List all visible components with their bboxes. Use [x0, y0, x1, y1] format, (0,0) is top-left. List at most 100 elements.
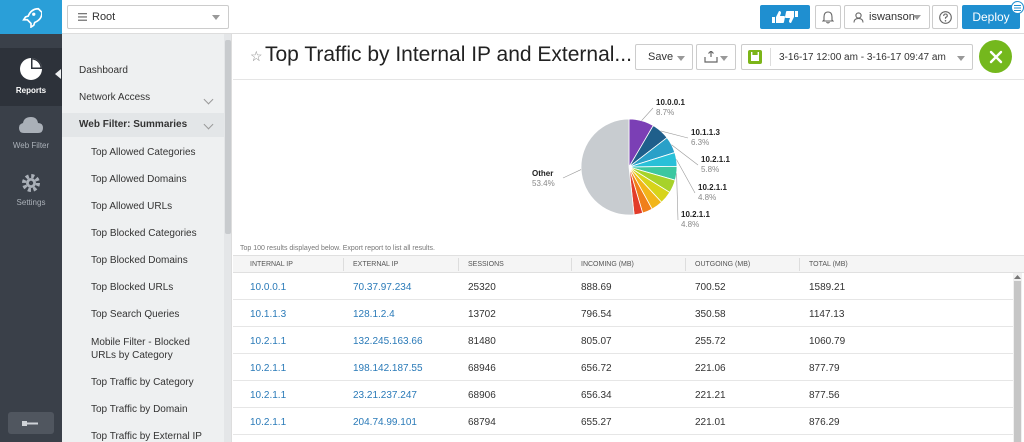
table-row[interactable]: 10.2.1.1 23.21.237.247 68906 656.34 221.…: [233, 381, 1013, 408]
save-button[interactable]: Save: [635, 44, 693, 70]
table-row[interactable]: 10.0.0.1 70.37.97.234 25320 888.69 700.5…: [233, 273, 1013, 300]
total-cell: 877.56: [809, 390, 840, 401]
slice-label: Other: [532, 169, 553, 178]
user-icon: [853, 11, 864, 23]
sessions-cell: 81480: [468, 336, 496, 347]
menu-item-top-traffic-by-category[interactable]: Top Traffic by Category: [62, 377, 224, 388]
leader-line: [671, 144, 699, 166]
menu-item-web-filter-summaries[interactable]: Web Filter: Summaries: [62, 113, 224, 137]
report-panel: ☆ Top Traffic by Internal IP and Externa…: [233, 34, 1024, 442]
divider: [343, 258, 344, 271]
rail-label: Reports: [15, 86, 47, 95]
table-row[interactable]: 10.1.1.3 128.1.2.4 13702 796.54 350.58 1…: [233, 300, 1013, 327]
pie-slice[interactable]: [580, 118, 635, 216]
column-header-sessions[interactable]: Sessions: [468, 261, 504, 268]
external-ip-link[interactable]: 198.142.187.55: [353, 363, 423, 374]
incoming-cell: 805.07: [581, 336, 612, 347]
menu-scrollbar[interactable]: [224, 34, 231, 442]
run-report-button[interactable]: [979, 40, 1012, 73]
deploy-button[interactable]: Deploy: [962, 1, 1024, 29]
incoming-cell: 656.34: [581, 390, 612, 401]
menu-item-mobile-filter-blocked-urls[interactable]: Mobile Filter - Blocked URLs by Category: [62, 336, 224, 362]
star-icon[interactable]: ☆: [250, 48, 263, 64]
root-select-value: Root: [92, 11, 116, 23]
bell-icon: [822, 10, 834, 24]
menu-item-dashboard[interactable]: Dashboard: [62, 65, 224, 76]
tools-icon: [989, 50, 1002, 63]
gear-icon: [22, 174, 40, 192]
column-header-incoming[interactable]: Incoming (MB): [581, 261, 634, 268]
internal-ip-link[interactable]: 10.0.0.1: [250, 282, 287, 293]
help-button[interactable]: [932, 5, 958, 29]
rail-item-web-filter[interactable]: Web Filter: [0, 107, 62, 165]
table-header: Internal IP External IP Sessions Incomin…: [233, 255, 1024, 273]
column-header-internal-ip[interactable]: Internal IP: [250, 261, 293, 268]
external-ip-link[interactable]: 204.74.99.101: [353, 417, 417, 428]
divider: [571, 258, 572, 271]
date-range-picker[interactable]: 3-16-17 12:00 am - 3-16-17 09:47 am: [741, 44, 973, 70]
leader-line: [660, 130, 689, 139]
rail-item-settings[interactable]: Settings: [0, 164, 62, 222]
external-ip-link[interactable]: 70.37.97.234: [353, 282, 412, 293]
total-cell: 1589.21: [809, 282, 846, 293]
chevron-down-icon: [913, 15, 921, 20]
notifications-button[interactable]: [815, 5, 841, 29]
table-row[interactable]: 10.2.1.1 132.245.163.66 81480 805.07 255…: [233, 327, 1013, 354]
rail-label: Settings: [16, 198, 46, 207]
table-scrollbar[interactable]: [1013, 273, 1022, 442]
rail-item-reports[interactable]: Reports: [0, 48, 62, 106]
menu-item-network-access[interactable]: Network Access: [62, 92, 224, 105]
slice-percent: 4.8%: [681, 220, 699, 229]
menu-item-top-search-queries[interactable]: Top Search Queries: [62, 309, 224, 320]
menu-scroll-thumb[interactable]: [225, 40, 231, 234]
slice-label: 10.2.1.1: [698, 183, 727, 192]
menu-item-top-allowed-domains[interactable]: Top Allowed Domains: [62, 174, 224, 185]
export-button[interactable]: [696, 44, 736, 70]
rail-label: Web Filter: [12, 141, 50, 150]
incoming-cell: 656.72: [581, 363, 612, 374]
outgoing-cell: 700.52: [695, 282, 726, 293]
table-scroll-thumb[interactable]: [1014, 281, 1021, 442]
column-header-outgoing[interactable]: Outgoing (MB): [695, 261, 751, 268]
slice-percent: 53.4%: [532, 179, 555, 188]
table-row[interactable]: 10.2.1.1 198.142.187.55 68946 656.72 221…: [233, 354, 1013, 381]
internal-ip-link[interactable]: 10.2.1.1: [250, 363, 287, 374]
menu-item-top-traffic-by-external-ip[interactable]: Top Traffic by External IP: [62, 431, 224, 442]
root-select[interactable]: Root: [67, 5, 229, 29]
username: iswanson: [869, 11, 915, 23]
internal-ip-link[interactable]: 10.2.1.1: [250, 417, 287, 428]
outgoing-cell: 350.58: [695, 309, 726, 320]
user-menu[interactable]: iswanson: [844, 5, 930, 29]
save-label: Save: [648, 51, 674, 63]
leader-line: [641, 107, 654, 121]
top-bar: Root iswanson: [62, 0, 1024, 34]
outgoing-cell: 221.21: [695, 390, 726, 401]
menu-item-top-blocked-urls[interactable]: Top Blocked URLs: [62, 282, 224, 293]
menu-item-top-allowed-categories[interactable]: Top Allowed Categories: [62, 147, 224, 158]
slice-label: 10.1.1.3: [691, 128, 720, 137]
cloud-icon: [19, 117, 43, 133]
sessions-cell: 13702: [468, 309, 496, 320]
table-row[interactable]: 10.2.1.1 204.74.99.101 68794 655.27 221.…: [233, 408, 1013, 435]
logo[interactable]: [0, 0, 62, 34]
menu-badge-icon: [1011, 1, 1024, 14]
internal-ip-link[interactable]: 10.2.1.1: [250, 336, 287, 347]
chevron-down-icon: [677, 56, 685, 61]
menu-item-top-traffic-by-domain[interactable]: Top Traffic by Domain: [62, 404, 224, 415]
menu-item-top-blocked-categories[interactable]: Top Blocked Categories: [62, 228, 224, 239]
internal-ip-link[interactable]: 10.2.1.1: [250, 390, 287, 401]
column-header-external-ip[interactable]: External IP: [353, 261, 399, 268]
outgoing-cell: 221.06: [695, 363, 726, 374]
slice-label: 10.2.1.1: [681, 210, 710, 219]
feedback-button[interactable]: [760, 5, 810, 29]
external-ip-link[interactable]: 23.21.237.247: [353, 390, 417, 401]
column-header-total[interactable]: Total (MB): [809, 261, 848, 268]
menu-item-top-blocked-domains[interactable]: Top Blocked Domains: [62, 255, 224, 266]
external-ip-link[interactable]: 128.1.2.4: [353, 309, 395, 320]
incoming-cell: 888.69: [581, 282, 612, 293]
internal-ip-link[interactable]: 10.1.1.3: [250, 309, 287, 320]
collapse-button[interactable]: [8, 412, 54, 434]
menu-item-top-allowed-urls[interactable]: Top Allowed URLs: [62, 201, 224, 212]
external-ip-link[interactable]: 132.245.163.66: [353, 336, 423, 347]
